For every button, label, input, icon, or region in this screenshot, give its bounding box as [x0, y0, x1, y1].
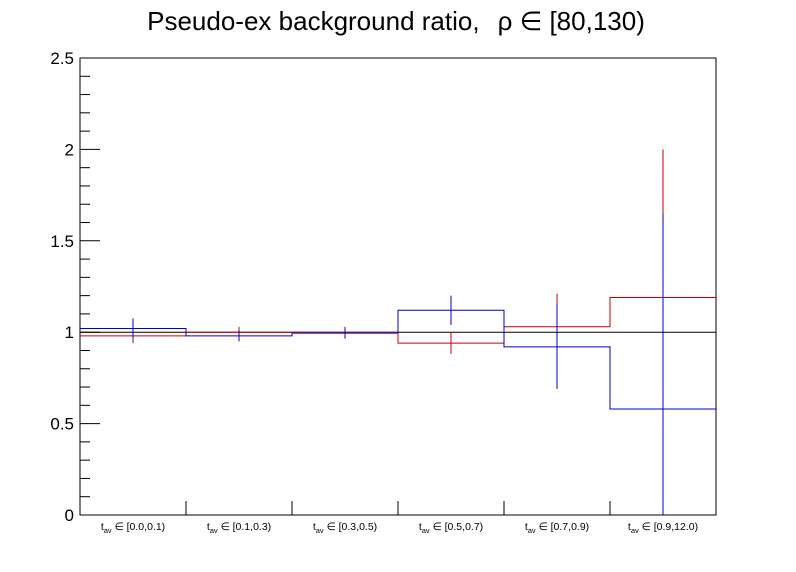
plot-frame — [79, 57, 717, 516]
x-tick-sub: av — [422, 526, 430, 535]
x-tick-sub: av — [104, 526, 112, 535]
x-tick-label: tav ∈ [0.0,0.1) — [101, 521, 165, 535]
x-tick-label: tav ∈ [0.5,0.7) — [419, 521, 483, 535]
x-tick-base: t — [628, 521, 631, 533]
x-tick-sub: av — [528, 526, 536, 535]
y-tick-label: 0 — [65, 506, 74, 525]
chart-title-main: Pseudo-ex background ratio, — [147, 6, 479, 36]
x-tick-range: ∈ [0.9,12.0) — [639, 521, 698, 533]
x-tick-base: t — [207, 521, 210, 533]
x-tick-base: t — [525, 521, 528, 533]
y-tick-label: 1.5 — [50, 232, 74, 251]
x-tick-label: tav ∈ [0.3,0.5) — [313, 521, 377, 535]
x-tick-sub: av — [631, 526, 639, 535]
x-tick-range: ∈ [0.5,0.7) — [430, 521, 484, 533]
x-tick-range: ∈ [0.0,0.1) — [112, 521, 166, 533]
y-tick-label: 2.5 — [50, 49, 74, 68]
x-tick-base: t — [419, 521, 422, 533]
series-1-step-line — [80, 309, 716, 410]
x-tick-label: tav ∈ [0.9,12.0) — [628, 521, 698, 535]
x-tick-label: tav ∈ [0.1,0.3) — [207, 521, 271, 535]
chart-title: Pseudo-ex background ratio, ρ ∈ [80,130) — [147, 6, 645, 36]
chart-title-math: ρ ∈ [80,130) — [498, 6, 645, 36]
x-tick-sub: av — [316, 526, 324, 535]
x-tick-base: t — [313, 521, 316, 533]
y-tick-label: 2 — [65, 140, 74, 159]
x-tick-range: ∈ [0.7,0.9) — [536, 521, 590, 533]
x-tick-range: ∈ [0.1,0.3) — [218, 521, 272, 533]
x-tick-label: tav ∈ [0.7,0.9) — [525, 521, 589, 535]
y-tick-label: 0.5 — [50, 415, 74, 434]
x-tick-sub: av — [210, 526, 218, 535]
y-tick-label: 1 — [65, 323, 74, 342]
x-tick-range: ∈ [0.3,0.5) — [324, 521, 378, 533]
x-tick-base: t — [101, 521, 104, 533]
